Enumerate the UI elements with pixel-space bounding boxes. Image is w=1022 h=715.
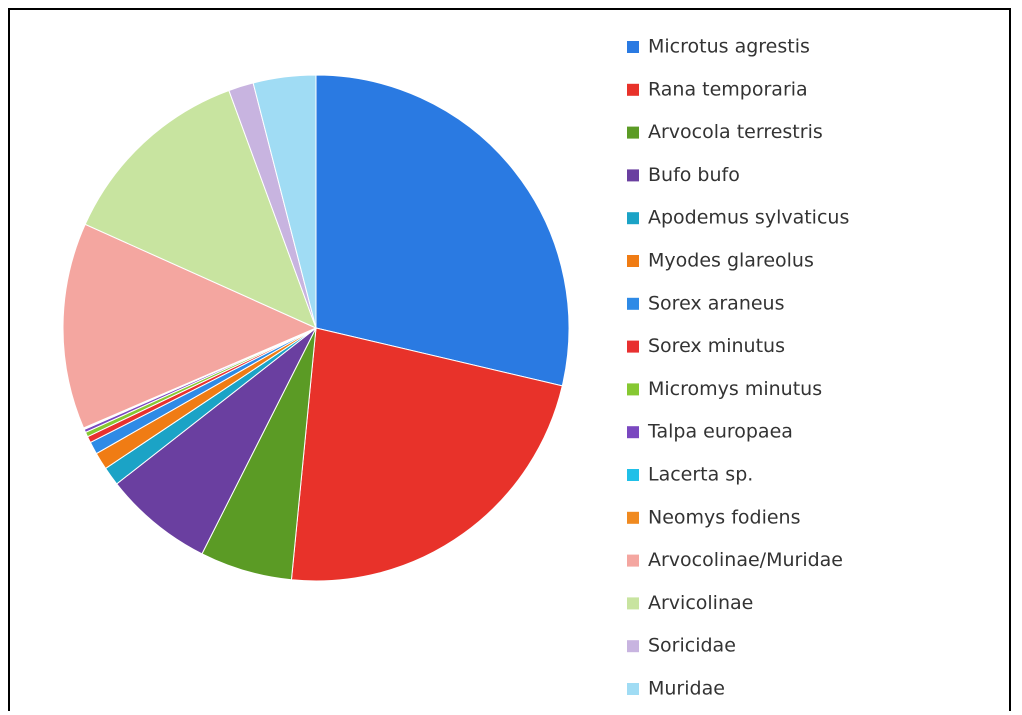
legend-swatch bbox=[627, 383, 639, 396]
legend-label: Microtus agrestis bbox=[648, 36, 810, 58]
legend-swatch bbox=[627, 126, 639, 139]
pie-slice bbox=[315, 74, 570, 387]
legend-label: Lacerta sp. bbox=[648, 464, 753, 486]
legend-swatch bbox=[627, 426, 639, 439]
legend-swatch bbox=[627, 169, 639, 182]
legend-label: Micromys minutus bbox=[648, 378, 822, 400]
legend-label: Muridae bbox=[648, 678, 725, 700]
legend-swatch bbox=[627, 640, 639, 653]
legend-label: Arvocola terrestris bbox=[648, 121, 823, 143]
pie-slice bbox=[252, 74, 317, 329]
legend-label: Neomys fodiens bbox=[648, 506, 801, 528]
legend-swatch bbox=[627, 212, 639, 225]
legend-swatch bbox=[627, 469, 639, 481]
pie-slice bbox=[290, 327, 563, 582]
legend-swatch bbox=[627, 554, 639, 567]
pie-slice bbox=[84, 89, 317, 329]
legend-label: Arvicolinae bbox=[648, 592, 753, 614]
legend-swatch bbox=[627, 511, 639, 524]
legend-label: Myodes glareolus bbox=[648, 250, 814, 272]
legend-swatch bbox=[627, 340, 639, 353]
legend-label: Arvocolinae/Muridae bbox=[648, 549, 843, 571]
legend-swatch bbox=[627, 297, 639, 310]
legend-swatch bbox=[627, 683, 639, 695]
legend-label: Talpa europaea bbox=[647, 421, 793, 443]
legend-swatch bbox=[627, 41, 639, 53]
pie-slice bbox=[62, 223, 318, 429]
legend-label: Bufo bufo bbox=[648, 164, 740, 186]
legend-swatch bbox=[627, 597, 639, 610]
legend-label: Sorex araneus bbox=[648, 292, 785, 314]
legend-swatch bbox=[627, 83, 639, 96]
frame bbox=[8, 8, 1011, 711]
legend-label: Apodemus sylvaticus bbox=[648, 207, 849, 229]
pie-slice bbox=[116, 327, 317, 555]
legend-label: Rana temporaria bbox=[648, 78, 808, 100]
legend-label: Sorex minutus bbox=[648, 335, 785, 357]
legend-label: Soricidae bbox=[648, 635, 736, 657]
legend-swatch bbox=[627, 255, 639, 267]
